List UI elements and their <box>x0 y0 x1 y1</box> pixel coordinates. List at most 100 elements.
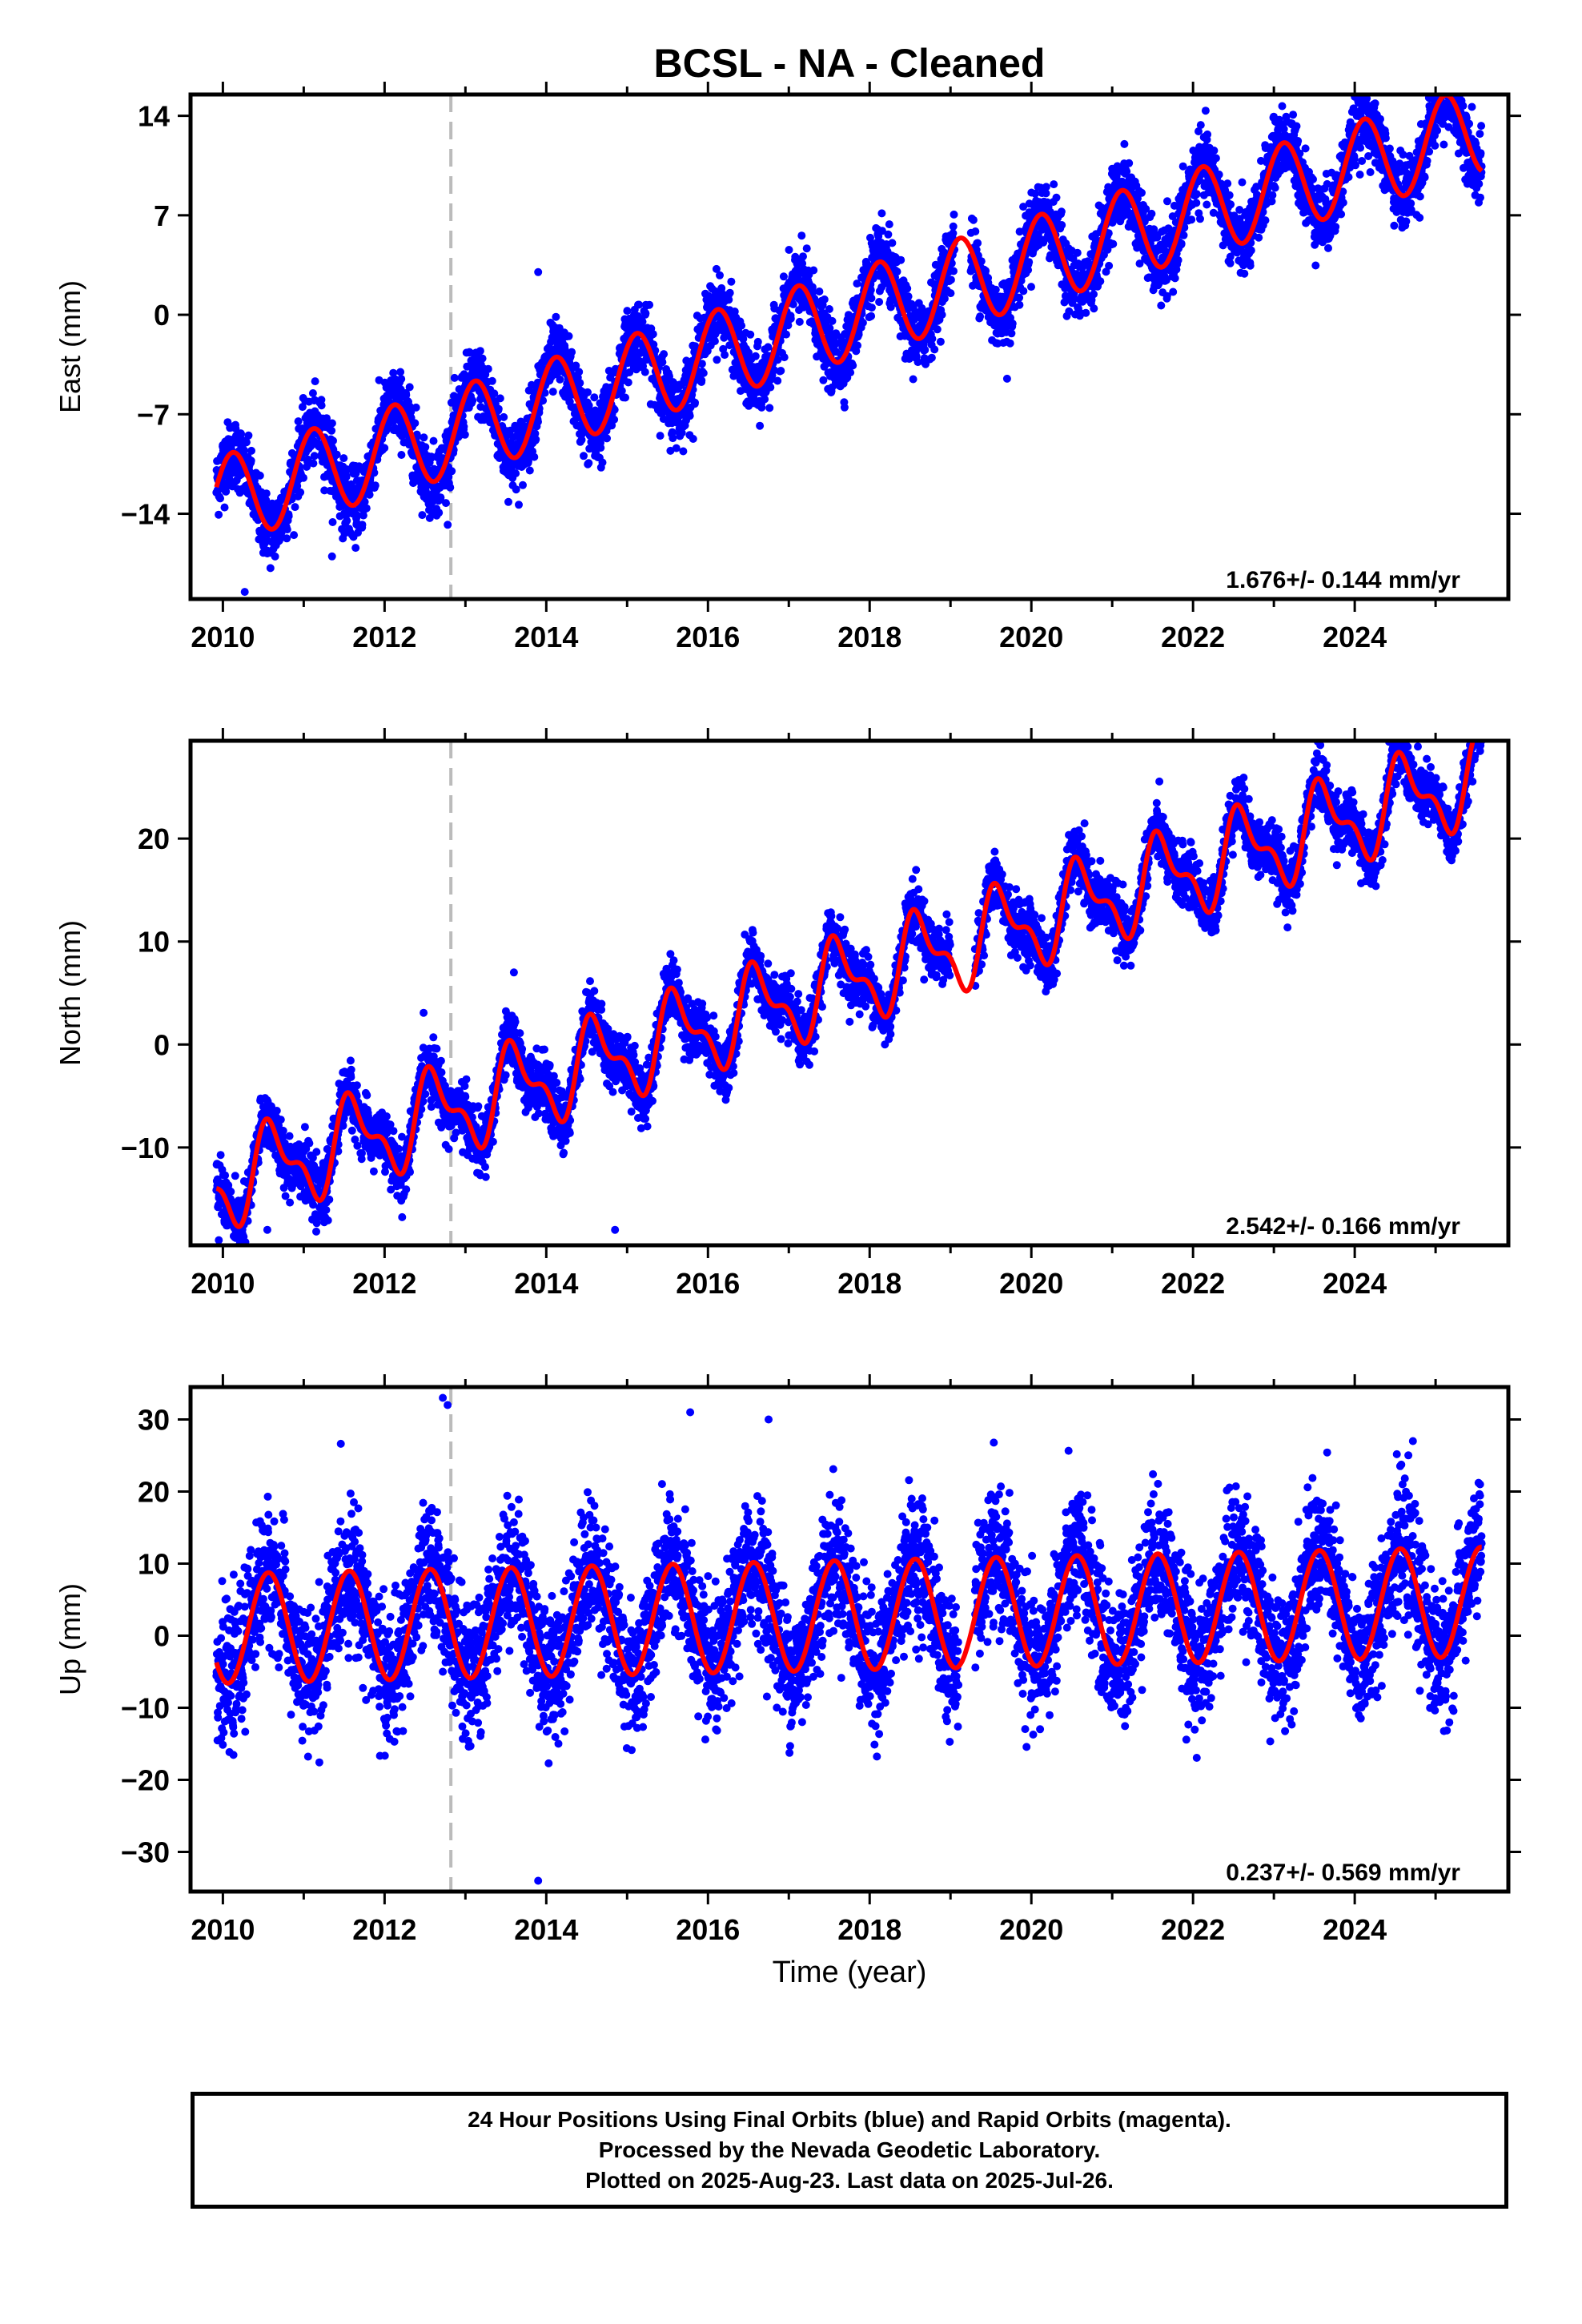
data-point <box>621 393 629 402</box>
data-point <box>266 564 275 573</box>
data-point <box>949 222 958 231</box>
data-point <box>556 375 564 384</box>
data-point <box>1301 144 1310 153</box>
data-point <box>460 422 468 431</box>
data-point <box>795 317 804 326</box>
data-point <box>412 403 420 412</box>
data-point <box>713 356 721 364</box>
data-point <box>1278 102 1287 111</box>
data-point <box>1210 147 1219 155</box>
data-point <box>1201 107 1210 115</box>
data-point <box>1196 121 1205 130</box>
data-point <box>1324 243 1332 252</box>
data-point <box>1211 154 1220 163</box>
data-point <box>903 284 912 293</box>
data-point <box>1331 223 1340 231</box>
data-point <box>946 289 955 298</box>
data-point <box>1015 300 1024 309</box>
data-point <box>519 480 527 489</box>
data-point <box>568 348 576 356</box>
data-point <box>799 252 807 261</box>
data-point <box>294 417 303 426</box>
data-point <box>291 503 299 512</box>
data-point <box>679 447 688 456</box>
data-point <box>1007 329 1016 338</box>
data-point <box>815 287 824 296</box>
data-point <box>1042 183 1050 191</box>
data-point <box>610 415 619 424</box>
data-point <box>590 393 599 402</box>
data-point <box>656 432 665 440</box>
data-point <box>928 335 937 343</box>
data-point <box>328 518 337 526</box>
data-point <box>353 511 362 520</box>
data-point <box>867 294 876 303</box>
data-point <box>525 466 534 475</box>
data-point <box>949 229 958 238</box>
data-point <box>867 312 876 320</box>
data-point <box>753 337 762 346</box>
data-point <box>1169 287 1178 296</box>
data-point <box>877 209 886 218</box>
data-point <box>710 337 719 345</box>
data-point <box>576 379 584 388</box>
data-point <box>846 368 855 377</box>
data-point <box>358 521 367 529</box>
data-point <box>298 403 307 412</box>
data-point <box>360 497 369 506</box>
data-point <box>436 493 445 502</box>
data-point <box>1170 274 1179 283</box>
data-point <box>638 317 647 326</box>
data-point <box>1147 209 1156 218</box>
data-point <box>534 417 542 426</box>
data-point <box>1227 200 1235 209</box>
data-point <box>596 444 605 452</box>
data-point <box>284 512 293 521</box>
data-point <box>828 316 837 325</box>
data-point <box>641 309 650 318</box>
data-point <box>421 443 430 452</box>
data-point <box>1073 248 1082 257</box>
data-point <box>1025 258 1034 267</box>
data-point <box>782 330 790 339</box>
data-point <box>746 330 755 339</box>
data-point <box>1052 193 1061 202</box>
data-point <box>725 288 734 297</box>
data-point <box>699 368 708 377</box>
data-point <box>468 396 477 405</box>
data-point <box>761 395 769 404</box>
data-point <box>893 267 901 276</box>
data-point <box>1268 191 1277 199</box>
data-point <box>1192 190 1201 199</box>
data-point <box>329 436 337 445</box>
data-point <box>946 275 955 284</box>
points-east <box>212 94 1486 597</box>
data-point <box>780 353 789 362</box>
data-point <box>765 404 774 412</box>
data-point <box>950 210 958 219</box>
data-point <box>216 494 224 503</box>
data-point <box>552 312 560 321</box>
data-point <box>716 271 724 279</box>
data-point <box>342 472 351 481</box>
data-point <box>460 430 469 439</box>
data-point <box>397 451 406 459</box>
data-point <box>1247 246 1255 255</box>
data-point <box>494 404 503 413</box>
data-point <box>405 383 414 392</box>
data-point <box>262 496 271 505</box>
data-point <box>500 412 508 421</box>
data-point <box>1058 221 1066 229</box>
data-point <box>290 531 299 540</box>
data-point <box>825 305 833 313</box>
data-point <box>1090 304 1098 313</box>
data-point <box>991 285 1000 294</box>
data-point <box>429 436 438 445</box>
data-point <box>858 319 867 327</box>
data-point <box>691 398 699 407</box>
data-point <box>1215 171 1223 179</box>
data-point <box>969 215 978 224</box>
data-point <box>1082 308 1090 317</box>
data-point <box>757 403 766 412</box>
data-point <box>888 239 897 247</box>
